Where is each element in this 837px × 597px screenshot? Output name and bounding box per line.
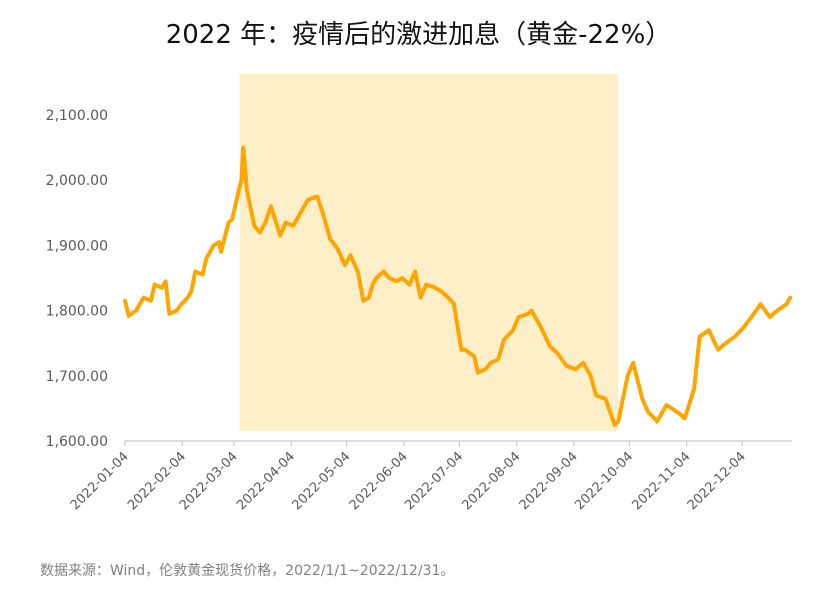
source-note: 数据来源：Wind，伦敦黄金现货价格，2022/1/1~2022/12/31。 [40,563,455,579]
x-tick-label: 2022-05-04 [290,449,354,513]
y-tick-label: 1,600.00 [46,434,108,450]
y-axis: 1,600.00 1,700.00 1,800.00 1,900.00 2,000.00… [46,108,108,450]
y-tick-label: 1,800.00 [46,304,108,320]
y-tick-label: 1,700.00 [46,369,108,385]
x-tick-label: 2022-01-04 [68,449,132,513]
shaded-period [239,74,619,431]
x-tick-label: 2022-08-04 [459,449,523,513]
y-tick-label: 2,000.00 [46,173,108,189]
x-tick-label: 2022-09-04 [517,449,581,513]
chart-title: 2022 年：疫情后的激进加息（黄金-22%） [165,20,672,50]
x-tick-label: 2022-06-04 [347,449,411,513]
x-axis: 2022-01-042022-02-042022-03-042022-04-04… [68,441,749,513]
x-tick-label: 2022-12-04 [685,449,749,513]
x-tick-label: 2022-10-04 [572,449,636,513]
y-tick-label: 1,900.00 [46,238,108,254]
x-tick-label: 2022-11-04 [629,449,693,513]
x-tick-label: 2022-07-04 [402,449,466,513]
y-tick-label: 2,100.00 [46,108,108,124]
x-tick-label: 2022-04-04 [234,449,298,513]
series-line-gold-price [123,145,793,427]
